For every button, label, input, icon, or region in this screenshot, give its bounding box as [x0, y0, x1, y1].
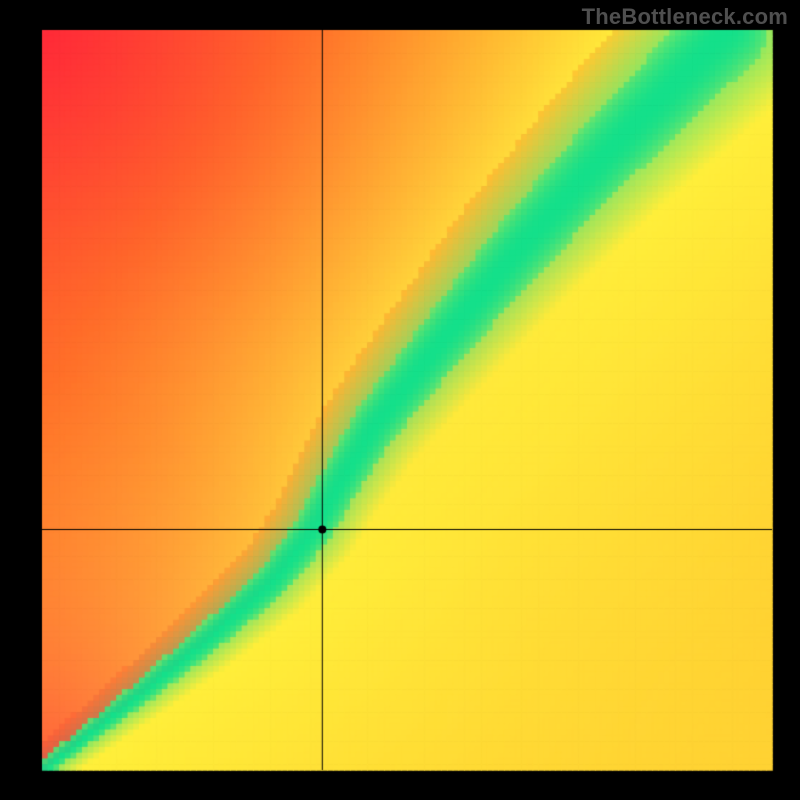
- bottleneck-heatmap-canvas: [0, 0, 800, 800]
- chart-container: TheBottleneck.com: [0, 0, 800, 800]
